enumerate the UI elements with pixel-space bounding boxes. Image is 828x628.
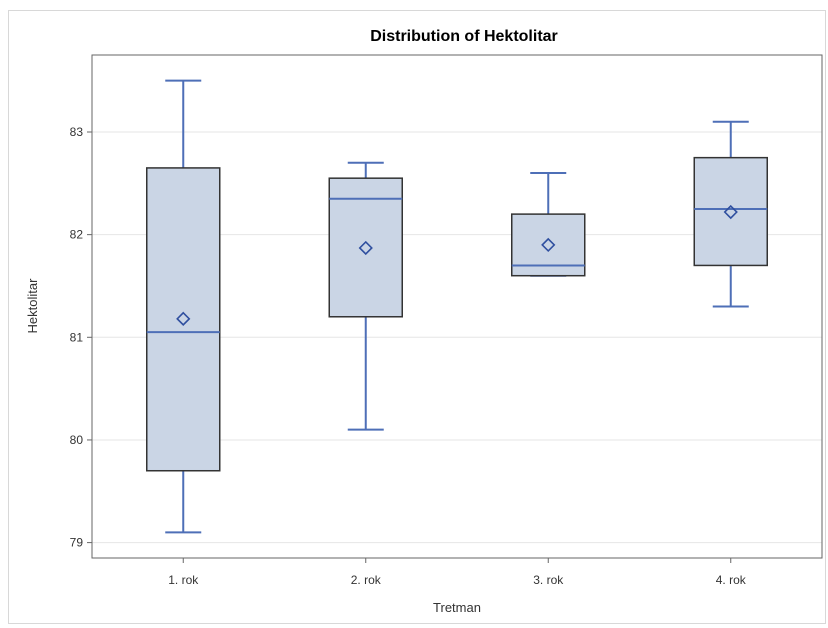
x-tick-label: 1. rok <box>168 573 199 587</box>
x-tick-label: 4. rok <box>716 573 747 587</box>
x-axis-ticks: 1. rok 2. rok 3. rok 4. rok <box>168 558 747 587</box>
mean-marker <box>723 204 738 220</box>
y-tick-label: 80 <box>70 433 84 447</box>
boxes <box>146 79 768 534</box>
y-axis-ticks: 79 80 81 82 83 <box>70 125 92 550</box>
box-iqr <box>328 177 403 318</box>
y-axis-label: Hektolitar <box>25 278 40 334</box>
mean-marker <box>541 237 556 253</box>
box-iqr <box>511 213 586 277</box>
x-tick-label: 2. rok <box>351 573 382 587</box>
y-tick-label: 79 <box>70 536 84 550</box>
box-group-4 <box>693 120 768 308</box>
chart-title: Distribution of Hektolitar <box>370 28 558 45</box>
y-tick-label: 82 <box>70 228 84 242</box>
y-tick-label: 83 <box>70 125 84 139</box>
plot-area <box>91 54 823 559</box>
box-iqr <box>693 156 768 267</box>
mean-marker <box>176 311 191 326</box>
chart-frame <box>8 10 826 624</box>
box-group-3 <box>511 172 586 277</box>
mean-marker <box>358 240 373 256</box>
box-iqr <box>146 167 221 472</box>
y-tick-label: 81 <box>70 330 84 344</box>
x-tick-label: 3. rok <box>533 573 564 587</box>
x-axis-label: Tretman <box>433 600 481 615</box>
box-group-2 <box>328 161 403 431</box>
box-group-1 <box>146 79 221 534</box>
